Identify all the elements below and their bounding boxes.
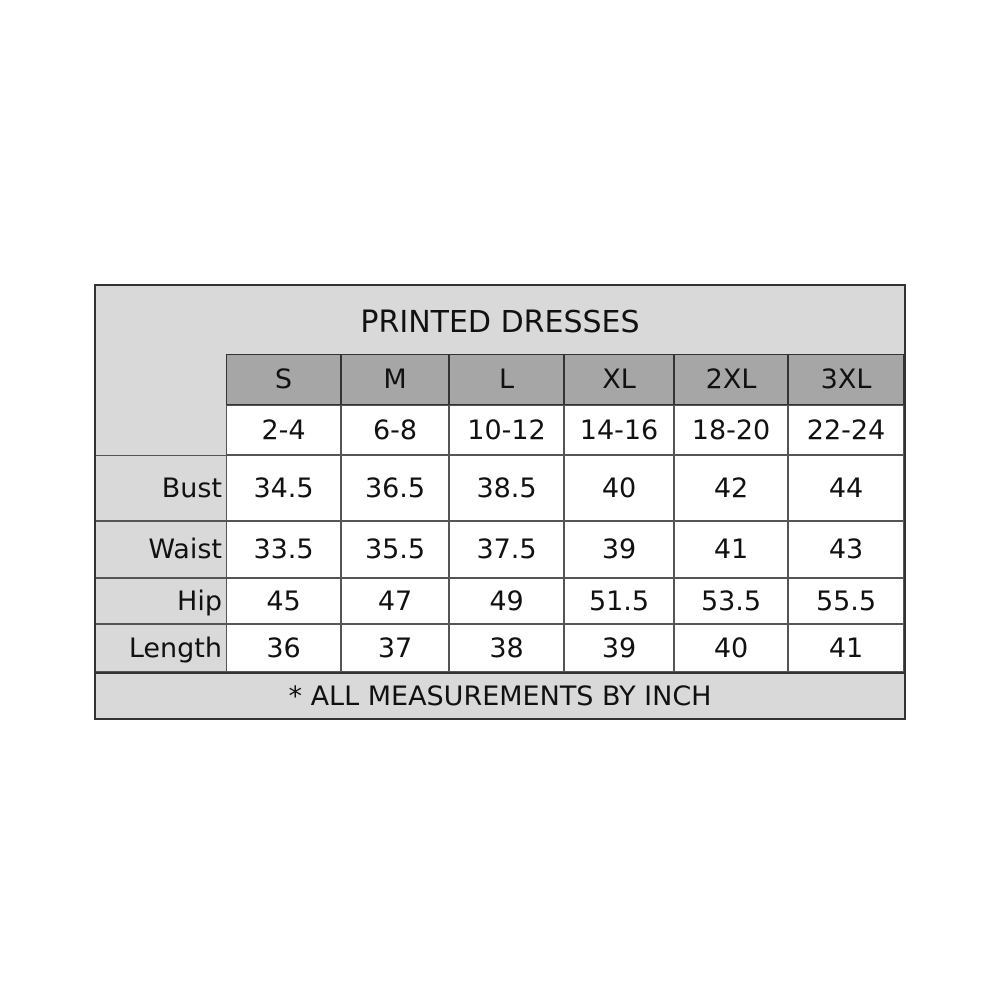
measurement-cell: 47 [341, 578, 449, 624]
measurement-cell: 44 [788, 455, 904, 521]
size-header: S [226, 354, 341, 405]
measurement-cell: 34.5 [226, 455, 341, 521]
measurement-cell: 39 [564, 521, 674, 578]
us-size-cell: 18-20 [674, 405, 788, 455]
us-size-cell: 14-16 [564, 405, 674, 455]
measurement-cell: 38 [449, 624, 564, 672]
row-label: Waist [96, 521, 226, 578]
us-size-cell: 6-8 [341, 405, 449, 455]
measurement-cell: 37.5 [449, 521, 564, 578]
measurement-cell: 40 [674, 624, 788, 672]
footnote: * ALL MEASUREMENTS BY INCH [96, 672, 904, 718]
measurement-cell: 39 [564, 624, 674, 672]
measurement-cell: 49 [449, 578, 564, 624]
measurement-cell: 41 [788, 624, 904, 672]
measurement-cell: 40 [564, 455, 674, 521]
size-header: 3XL [788, 354, 904, 405]
measurement-cell: 42 [674, 455, 788, 521]
us-size-cell: 22-24 [788, 405, 904, 455]
measurement-cell: 43 [788, 521, 904, 578]
measurement-cell: 37 [341, 624, 449, 672]
size-header: 2XL [674, 354, 788, 405]
measurement-cell: 41 [674, 521, 788, 578]
measurement-cell: 36 [226, 624, 341, 672]
measurement-cell: 51.5 [564, 578, 674, 624]
chart-title: PRINTED DRESSES [360, 304, 640, 340]
measurement-cell: 38.5 [449, 455, 564, 521]
size-header: M [341, 354, 449, 405]
row-label: Bust [96, 455, 226, 521]
us-size-cell: 2-4 [226, 405, 341, 455]
measurement-cell: 36.5 [341, 455, 449, 521]
measurement-cell: 45 [226, 578, 341, 624]
measurement-cell: 35.5 [341, 521, 449, 578]
size-chart: PRINTED DRESSES * ALL MEASUREMENTS BY IN… [94, 284, 906, 720]
us-size-cell: 10-12 [449, 405, 564, 455]
measurement-cell: 33.5 [226, 521, 341, 578]
size-header: XL [564, 354, 674, 405]
measurement-cell: 53.5 [674, 578, 788, 624]
size-header: L [449, 354, 564, 405]
row-label: Length [96, 624, 226, 672]
row-label: Hip [96, 578, 226, 624]
measurement-cell: 55.5 [788, 578, 904, 624]
